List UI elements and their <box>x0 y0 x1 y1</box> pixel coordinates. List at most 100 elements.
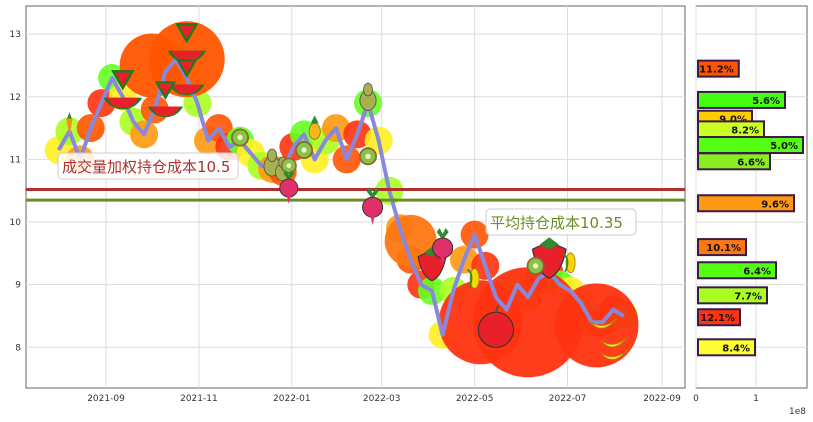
kiwi-icon <box>295 141 314 160</box>
apple-body <box>477 311 515 348</box>
radish-icon <box>432 227 454 266</box>
pear-icon <box>359 82 377 111</box>
banana-icon <box>600 336 629 348</box>
chip-bar-label: 11.2% <box>699 65 734 76</box>
kiwi-core <box>532 263 539 269</box>
avg-label: 平均持仓成本10.35 <box>490 214 623 232</box>
kiwi-core <box>301 147 307 153</box>
banana-body <box>600 336 629 348</box>
kiwi-icon <box>526 256 545 275</box>
kiwi-core <box>237 134 243 141</box>
chip-bar-label: 5.6% <box>752 96 780 107</box>
strawberry-leaves <box>539 237 559 250</box>
price-series-line <box>57 57 625 337</box>
pineapple-body <box>308 122 321 140</box>
side-x-tick-label: 1 <box>753 394 759 404</box>
radish-leaves <box>366 187 379 200</box>
apple-stem <box>494 305 500 313</box>
radish-icon <box>362 187 384 226</box>
cost-lines <box>26 187 685 202</box>
pear-top <box>363 82 373 97</box>
watermelon-flesh <box>172 84 202 95</box>
corn-icon <box>466 268 480 289</box>
chip-bar-label: 7.7% <box>734 291 762 302</box>
radish-leaves <box>436 227 449 240</box>
chip-bar <box>697 194 795 213</box>
chip-bar <box>697 338 756 357</box>
chip-bar <box>697 59 740 78</box>
line-labels: 成交量加权持仓成本10.5 平均持仓成本10.35 <box>57 152 637 236</box>
watermelon-slice <box>176 59 198 79</box>
x-tick-label: 2022-03 <box>363 394 401 404</box>
x-tick-label: 2021-11 <box>180 394 218 404</box>
y-tick-label: 10 <box>10 218 22 228</box>
watermelon-flesh <box>107 97 139 109</box>
radish-tip <box>370 216 375 226</box>
apple-icon <box>477 305 515 348</box>
radish-body <box>279 178 299 198</box>
watermelon-icon <box>169 59 205 96</box>
corn-husk <box>562 253 569 273</box>
y-tick-label: 13 <box>10 30 21 40</box>
chip-bar-label: 12.1% <box>700 313 735 324</box>
chip-bar-label: 8.4% <box>722 343 750 354</box>
fruit-icons <box>66 23 629 360</box>
watermelon-slice <box>175 23 199 44</box>
radish-leaves <box>283 170 295 181</box>
chip-bar <box>697 308 741 327</box>
price-line <box>57 57 625 337</box>
watermelon-flesh <box>151 106 180 117</box>
chip-bars: 11.2% 5.6% 9.0%8.2% 5.0% 6.6% 9.6% 10.1% 6.4% 7.… <box>697 59 804 357</box>
chip-bar <box>697 261 777 280</box>
radish-tip <box>440 256 445 266</box>
watermelon-slice <box>154 81 177 100</box>
x-tick-label: 2022-05 <box>456 394 494 404</box>
watermelon-icon <box>103 70 142 110</box>
chip-bar-label: 5.0% <box>770 141 798 152</box>
banana-icon <box>589 317 618 329</box>
kiwi-icon <box>359 147 378 166</box>
pear-top <box>267 148 277 163</box>
banana-body <box>600 349 629 360</box>
radish-icon <box>279 170 299 205</box>
chip-bar-label: 9.0% <box>719 115 747 126</box>
corn-husk <box>466 268 473 288</box>
corn-icon <box>562 252 576 274</box>
corn-cob <box>469 268 480 289</box>
vwap-label-box <box>57 152 239 180</box>
chip-bar-label: 9.6% <box>761 199 789 210</box>
radish-body <box>432 237 454 259</box>
corn-cob <box>565 252 576 274</box>
watermelon-slice <box>111 70 135 91</box>
banana-icon <box>600 349 629 360</box>
kiwi-core <box>365 153 371 159</box>
kiwi-icon <box>280 157 297 174</box>
chip-bar <box>697 90 786 109</box>
watermelon-flesh <box>171 50 203 62</box>
x-tick-label: 2021-09 <box>87 394 125 404</box>
x-tick-label: 2022-07 <box>549 394 587 404</box>
y-tick-label: 12 <box>10 93 21 103</box>
chip-bar-label: 6.4% <box>743 266 771 277</box>
chip-bar <box>697 238 747 257</box>
y-tick-label: 8 <box>15 343 21 353</box>
side-x-offset-label: 1e8 <box>789 407 806 417</box>
radish-tip <box>286 196 291 205</box>
carrot-leaves <box>67 112 72 119</box>
strawberry-icon <box>417 246 447 282</box>
chip-bar-label: 6.6% <box>737 157 765 168</box>
kiwi-icon <box>231 128 250 147</box>
chip-bar <box>697 286 768 305</box>
side-x-tick-label: 0 <box>693 394 699 404</box>
kiwi-core <box>286 163 292 169</box>
y-tick-label: 11 <box>10 155 21 165</box>
carrot-icon <box>66 112 73 137</box>
watermelon-icon <box>147 81 184 118</box>
avg-label-box <box>485 208 637 236</box>
vwap-label: 成交量加权持仓成本10.5 <box>62 158 230 176</box>
banana-body <box>589 317 618 329</box>
axis-ticks: 2021-09 2021-11 2022-01 2022-03 2022-05 2022-… <box>10 30 807 417</box>
chip-bar <box>697 152 771 171</box>
pineapple-crown <box>310 115 319 124</box>
pineapple-icon <box>308 115 321 140</box>
